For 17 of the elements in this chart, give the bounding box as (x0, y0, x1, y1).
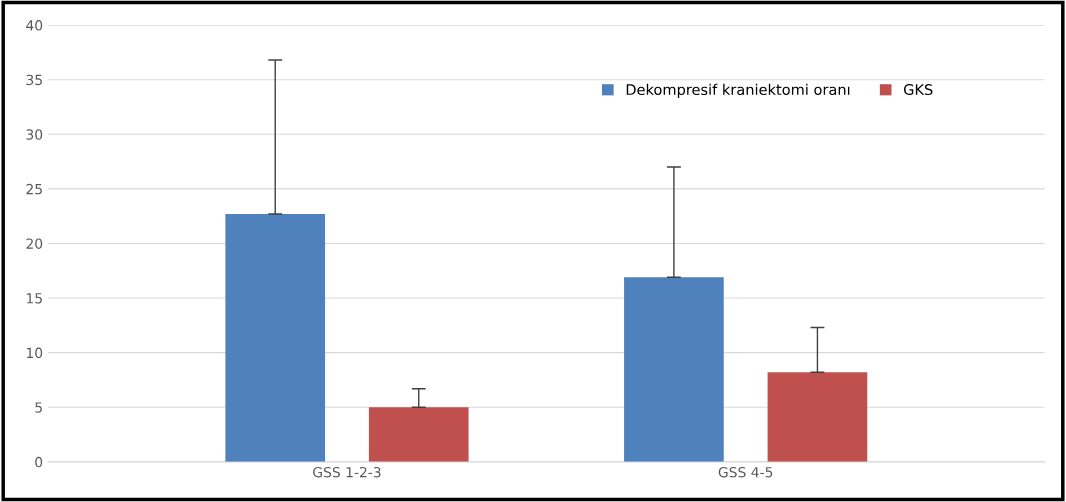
x-tick-label: GSS 1-2-3 (313, 466, 381, 478)
bar (225, 213, 326, 462)
y-tick-label: 0 (35, 456, 43, 468)
bar (624, 277, 724, 462)
bar (368, 407, 469, 462)
y-tick-label: 20 (26, 238, 43, 249)
y-tick-label: 25 (26, 183, 42, 195)
y-tick-label: 30 (26, 129, 43, 140)
y-tick-label: 10 (26, 347, 43, 359)
y-tick-label: 35 (26, 74, 42, 86)
y-tick-label: 40 (26, 20, 43, 31)
y-tick-label: 5 (35, 402, 42, 413)
legend-label: GKS (903, 84, 933, 96)
bar (767, 372, 868, 462)
legend-label: Dekompresif kraniektomi oranı (626, 83, 850, 98)
y-tick-label: 15 (26, 293, 42, 304)
x-tick-label: GSS 4-5 (718, 466, 773, 478)
